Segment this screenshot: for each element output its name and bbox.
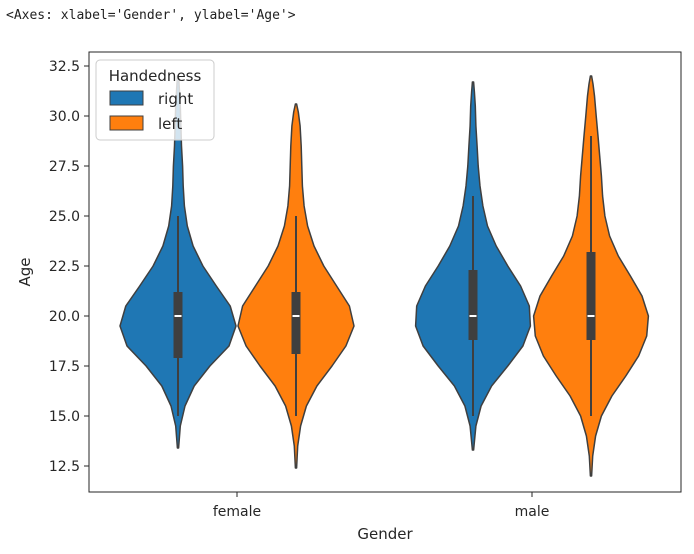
x-tick-label-female: female <box>213 504 261 520</box>
violins-layer <box>119 75 650 477</box>
x-ticks: female male <box>213 492 550 520</box>
y-ticks: 12.5 15.0 17.5 20.0 22.5 25.0 27.5 30.0 32.5 <box>49 59 89 475</box>
legend-label-left: left <box>158 115 182 133</box>
legend-label-right: right <box>158 90 193 108</box>
axes-frame <box>88 51 682 493</box>
legend: Handedness right left <box>95 59 215 141</box>
legend-swatch-right <box>109 90 144 106</box>
y-tick-label: 17.5 <box>49 359 80 375</box>
y-tick-label: 12.5 <box>49 459 80 475</box>
y-tick-label: 30.0 <box>49 109 80 125</box>
y-tick-label: 25.0 <box>49 209 80 225</box>
iqr-box-right-male <box>468 270 478 340</box>
x-axis-label: Gender <box>357 525 413 543</box>
y-tick-label: 20.0 <box>49 309 80 325</box>
iqr-box-left-female <box>291 292 301 354</box>
legend-title: Handedness <box>109 67 202 85</box>
y-tick-label: 32.5 <box>49 59 80 75</box>
legend-swatch-left <box>109 115 144 131</box>
iqr-box-left-male <box>586 252 596 340</box>
x-tick-label-male: male <box>515 504 550 520</box>
y-tick-label: 27.5 <box>49 159 80 175</box>
output-repr-text: <Axes: xlabel='Gender', ylabel='Age'> <box>6 8 296 23</box>
y-tick-label: 22.5 <box>49 259 80 275</box>
y-tick-label: 15.0 <box>49 409 80 425</box>
y-axis-label: Age <box>16 257 34 286</box>
iqr-box-right-female <box>173 292 183 358</box>
